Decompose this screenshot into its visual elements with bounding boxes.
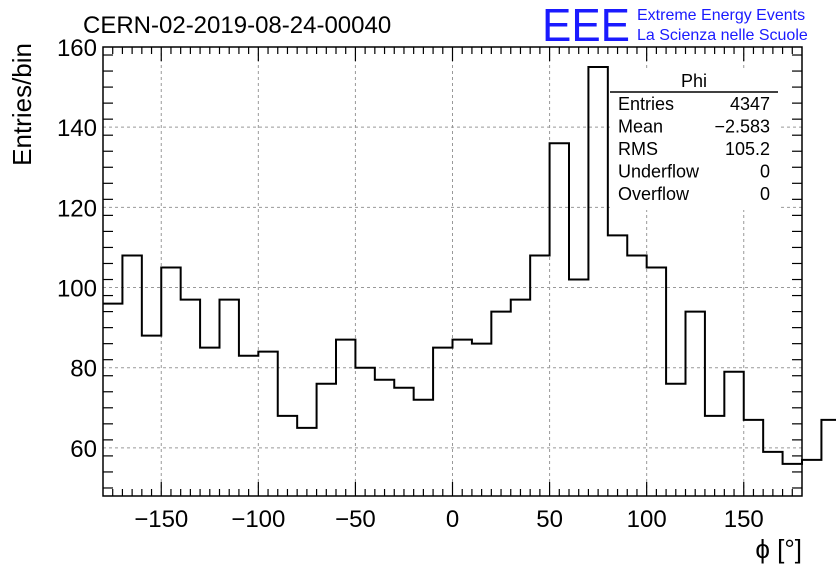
logo-line2: La Scienza nelle Scuole bbox=[637, 27, 808, 44]
histogram-outline bbox=[103, 66, 836, 465]
histogram-bin bbox=[375, 380, 394, 496]
histogram-bin bbox=[278, 416, 297, 496]
histogram-bin bbox=[200, 348, 219, 496]
stats-row-label: RMS bbox=[618, 139, 658, 159]
x-axis-label: ϕ [°] bbox=[755, 534, 802, 564]
chart-title: CERN-02-2019-08-24-00040 bbox=[83, 12, 391, 39]
histogram-bin bbox=[647, 267, 666, 496]
eee-logo: EEE Extreme Energy Events La Scienza nel… bbox=[542, 0, 808, 51]
histogram-bin bbox=[530, 255, 549, 496]
stats-box: Phi Entries 4347 Mean −2.583 RMS 105.2 Underfl… bbox=[610, 70, 778, 210]
histogram-bin bbox=[569, 280, 588, 496]
stats-row-label: Underflow bbox=[618, 162, 700, 182]
histogram-bin bbox=[258, 352, 277, 496]
histogram-bin bbox=[414, 400, 433, 496]
stats-row-label: Entries bbox=[618, 94, 674, 114]
y-tick-label: 60 bbox=[70, 436, 97, 463]
x-tick-label: 150 bbox=[724, 506, 764, 533]
x-tick-label: 0 bbox=[446, 506, 459, 533]
y-tick-label: 120 bbox=[57, 195, 97, 222]
histogram-bin bbox=[297, 428, 316, 496]
x-tick-label: 100 bbox=[627, 506, 667, 533]
histogram-bin bbox=[802, 460, 821, 496]
histogram-bin bbox=[821, 420, 836, 496]
stats-row-label: Overflow bbox=[618, 184, 690, 204]
histogram-bin bbox=[627, 255, 646, 496]
y-axis-label: Entries/bin bbox=[7, 43, 37, 166]
histogram-series bbox=[103, 66, 836, 496]
histogram-bin bbox=[550, 143, 569, 496]
logo-line1: Extreme Energy Events bbox=[637, 7, 805, 24]
histogram-bin bbox=[453, 340, 472, 496]
stats-row-label: Mean bbox=[618, 117, 663, 137]
histogram-bin bbox=[724, 372, 743, 496]
histogram-bin bbox=[491, 312, 510, 496]
x-axis-ticks: −150 −100 −50 0 50 100 150 bbox=[112, 47, 793, 533]
stats-row-value: 0 bbox=[760, 162, 770, 182]
histogram-bin bbox=[394, 388, 413, 496]
histogram-bin bbox=[317, 384, 336, 496]
histogram-bin bbox=[336, 340, 355, 496]
stats-row-value: 4347 bbox=[730, 94, 770, 114]
stats-box-title: Phi bbox=[681, 71, 707, 91]
histogram-bin bbox=[608, 235, 627, 496]
y-tick-label: 160 bbox=[57, 35, 97, 62]
histogram-bin bbox=[181, 300, 200, 496]
stats-row-value: 105.2 bbox=[725, 139, 770, 159]
histogram-bin bbox=[355, 368, 374, 496]
x-tick-label: 50 bbox=[536, 506, 563, 533]
histogram-bin bbox=[686, 312, 705, 496]
histogram-bin bbox=[472, 344, 491, 496]
histogram-bin bbox=[433, 348, 452, 496]
logo-mark: EEE bbox=[542, 0, 630, 51]
y-tick-label: 140 bbox=[57, 115, 97, 142]
stats-row-value: −2.583 bbox=[714, 117, 770, 137]
y-tick-label: 100 bbox=[57, 276, 97, 303]
histogram-bin bbox=[588, 67, 607, 496]
x-tick-label: −150 bbox=[134, 506, 188, 533]
stats-row-value: 0 bbox=[760, 184, 770, 204]
histogram-bin bbox=[142, 336, 161, 496]
histogram-bin bbox=[239, 356, 258, 496]
histogram-bin bbox=[161, 267, 180, 496]
histogram-bin bbox=[220, 300, 239, 496]
histogram-bin bbox=[705, 416, 724, 496]
x-tick-label: −50 bbox=[335, 506, 376, 533]
y-axis-ticks: 60 80 100 120 140 160 bbox=[57, 35, 802, 489]
x-tick-label: −100 bbox=[231, 506, 285, 533]
y-tick-label: 80 bbox=[70, 356, 97, 383]
histogram-bin bbox=[122, 255, 141, 496]
histogram-bin bbox=[666, 384, 685, 496]
histogram-bin bbox=[103, 304, 122, 496]
histogram-bin bbox=[744, 420, 763, 496]
histogram-bin bbox=[511, 300, 530, 496]
